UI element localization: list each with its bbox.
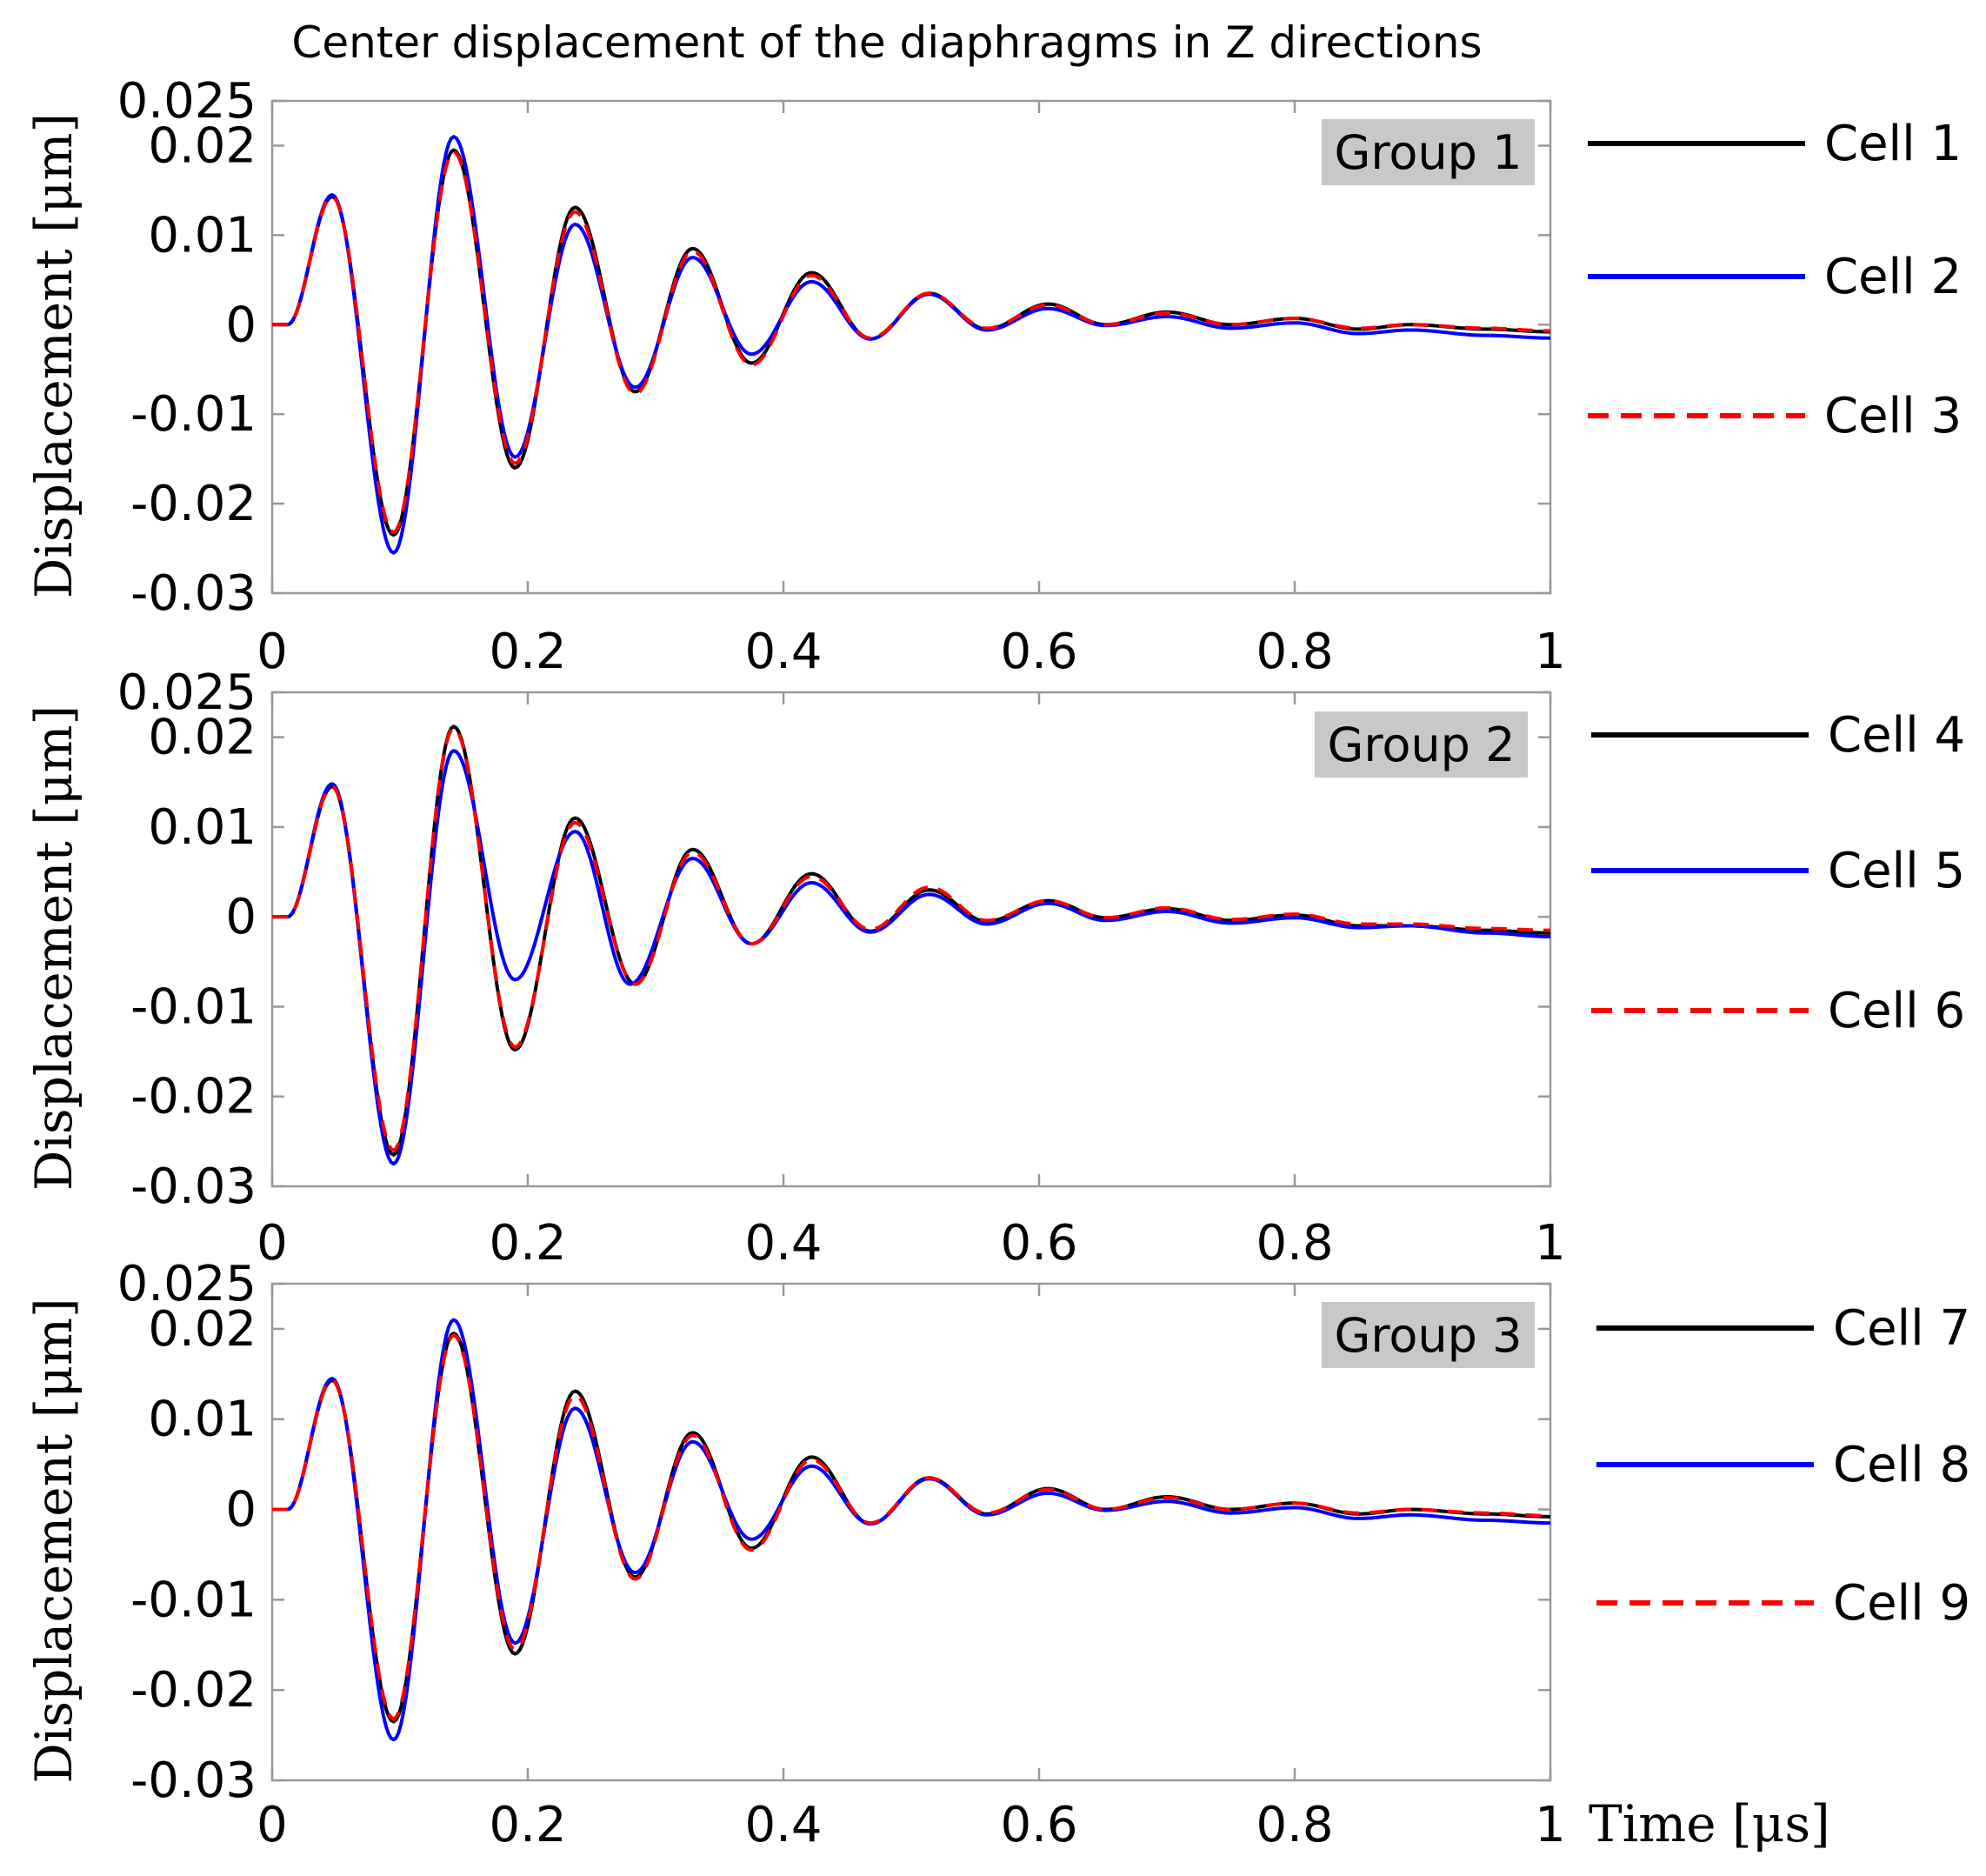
x-tick-label: 0.4 (744, 1215, 822, 1272)
legend-label: Cell 2 (1824, 249, 1962, 305)
y-tick-label: -0.01 (130, 386, 257, 443)
x-tick-label: 0 (257, 624, 288, 680)
y-tick-label: 0 (225, 1482, 257, 1539)
x-tick-label: 0 (257, 1797, 288, 1853)
group-label-box (1322, 1302, 1535, 1368)
x-tick-label: 0 (257, 1215, 288, 1272)
y-tick-label: 0.02 (148, 710, 257, 766)
group-label: Group 1 (1335, 125, 1523, 180)
group-label-box (1322, 119, 1535, 185)
series-group (272, 724, 1550, 1166)
x-tick-label: 0.6 (1000, 624, 1077, 680)
legend-label: Cell 5 (1828, 843, 1965, 899)
series-group (272, 1318, 1550, 1742)
x-tick-label: 0.2 (489, 1215, 566, 1272)
y-axis-label: Displacement [μm] (24, 1298, 83, 1783)
legend-label: Cell 3 (1824, 388, 1962, 444)
x-tick-label: 0.4 (744, 624, 822, 680)
series-line-cell-5 (272, 749, 1550, 1166)
y-tick-label: 0.01 (148, 207, 257, 264)
group-label: Group 2 (1328, 718, 1516, 772)
x-tick-label: 0.2 (489, 624, 566, 680)
y-tick-label: 0.025 (117, 664, 257, 721)
x-tick-label: 1 (1535, 1797, 1566, 1853)
y-tick-label: 0 (225, 297, 257, 353)
series-line-cell-3 (272, 150, 1550, 535)
x-tick-label: 1 (1535, 624, 1566, 680)
y-tick-label: 0.025 (117, 1256, 257, 1312)
legend-label: Cell 4 (1828, 707, 1965, 764)
y-tick-label: 0.02 (148, 1301, 257, 1358)
x-tick-label: 1 (1535, 1215, 1566, 1272)
y-tick-label: -0.01 (130, 978, 257, 1035)
y-tick-label: -0.03 (130, 1158, 257, 1215)
legend-label: Cell 8 (1833, 1437, 1970, 1493)
y-tick-label: -0.03 (130, 565, 257, 622)
x-tick-label: 0.4 (744, 1797, 822, 1853)
y-tick-label: -0.02 (130, 476, 257, 532)
legend-label: Cell 6 (1828, 983, 1965, 1039)
series-group (272, 135, 1550, 555)
legend-label: Cell 9 (1833, 1575, 1970, 1632)
figure-title: Center displacement of the diaphragms in… (291, 17, 1482, 68)
x-tick-label: 0.2 (489, 1797, 566, 1853)
y-tick-label: -0.03 (130, 1752, 257, 1809)
series-line-cell-6 (272, 726, 1550, 1152)
legend-label: Cell 7 (1833, 1300, 1970, 1357)
x-tick-label: 0.8 (1256, 1797, 1333, 1853)
x-tick-label: 0.8 (1256, 1215, 1333, 1272)
y-axis-label: Displacement [μm] (24, 113, 83, 598)
y-tick-label: 0 (225, 889, 257, 945)
y-tick-label: -0.02 (130, 1662, 257, 1719)
x-tick-label: 0.6 (1000, 1215, 1077, 1272)
group-label-box (1315, 711, 1528, 778)
y-axis-label: Displacement [μm] (24, 705, 83, 1191)
legend-label: Cell 1 (1824, 116, 1962, 172)
y-tick-label: 0.01 (148, 1392, 257, 1448)
y-tick-label: 0.025 (117, 73, 257, 130)
x-tick-label: 0.8 (1256, 624, 1333, 680)
x-tick-label: 0.6 (1000, 1797, 1077, 1853)
x-axis-label: Time [μs] (1589, 1794, 1830, 1853)
y-tick-label: -0.02 (130, 1069, 257, 1125)
group-label: Group 3 (1335, 1308, 1523, 1363)
y-tick-label: -0.01 (130, 1572, 257, 1628)
y-tick-label: 0.01 (148, 799, 257, 856)
y-tick-label: 0.02 (148, 117, 257, 174)
series-line-cell-9 (272, 1333, 1550, 1721)
